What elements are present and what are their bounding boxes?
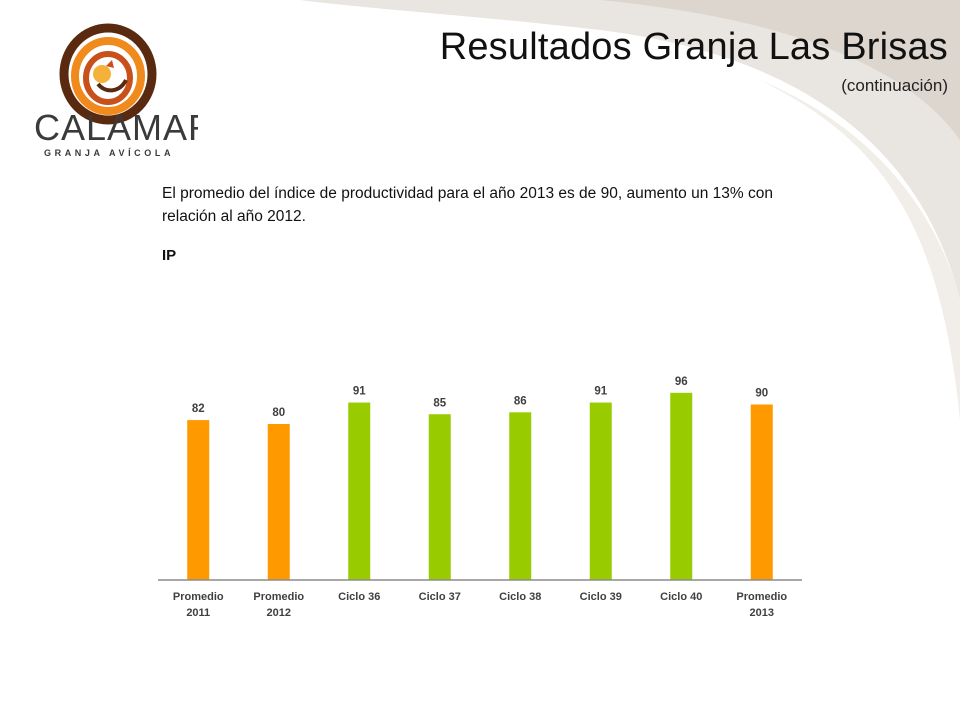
data-label: 90	[755, 388, 768, 400]
logo-tagline: GRANJA AVÍCOLA	[44, 148, 174, 158]
description-text: El promedio del índice de productividad …	[162, 185, 773, 225]
bar-promedio-2013	[750, 404, 773, 580]
data-label: 80	[272, 407, 285, 419]
category-tick-label: Promedio 2013	[736, 591, 787, 619]
category-tick-label: Ciclo 36	[338, 591, 380, 603]
bar-ciclo-37	[428, 414, 451, 580]
category-tick-label: Ciclo 38	[499, 591, 541, 603]
bar-promedio-2012	[267, 424, 290, 580]
category-tick-label: Ciclo 40	[660, 591, 702, 603]
bar-ciclo-39	[589, 402, 612, 580]
category-tick-label: Promedio 2012	[253, 591, 304, 619]
bar-ciclo-38	[509, 412, 532, 580]
calamar-logo: CALAMAR GRANJA AVÍCOLA	[34, 23, 198, 158]
data-label: 82	[192, 403, 205, 415]
chart-label: IP	[162, 247, 177, 264]
data-label: 85	[433, 397, 446, 409]
page-subtitle: (continuación)	[841, 76, 948, 95]
data-label: 91	[594, 386, 607, 398]
rooster-swirl-icon	[59, 23, 157, 125]
bar-ciclo-40	[670, 392, 693, 580]
bar-ciclo-36	[348, 402, 371, 580]
ip-bar-chart: 82 Promedio 2011 80 Promedio 2012 91 Ciclo 36 85…	[158, 376, 802, 619]
bar-promedio-2011	[187, 420, 210, 580]
data-label: 96	[675, 376, 688, 388]
category-tick-label: Ciclo 39	[580, 591, 622, 603]
data-label: 86	[514, 395, 527, 407]
data-label: 91	[353, 386, 366, 398]
page-title: Resultados Granja Las Brisas	[439, 26, 948, 68]
logo-brand: CALAMAR	[34, 107, 198, 148]
category-tick-label: Promedio 2011	[173, 591, 224, 619]
category-tick-label: Ciclo 37	[419, 591, 461, 603]
